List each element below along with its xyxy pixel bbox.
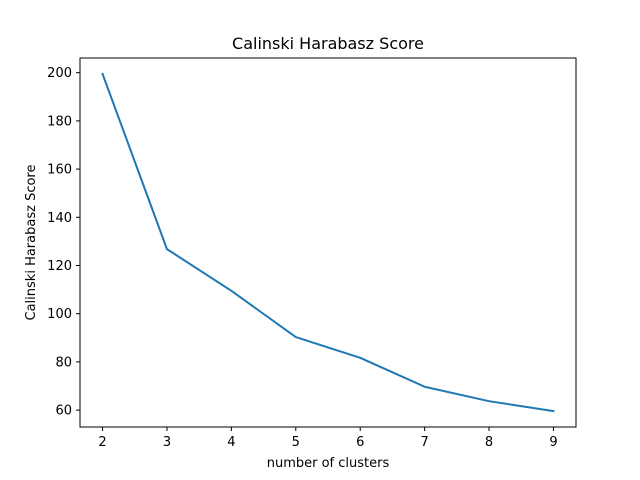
x-tick-label: 3 xyxy=(163,435,171,450)
x-tick-label: 6 xyxy=(356,435,364,450)
y-axis-ticks: 60 80 100 120 140 160 180 200 xyxy=(47,66,80,419)
y-tick-label: 160 xyxy=(47,163,72,178)
y-tick-label: 200 xyxy=(47,66,72,81)
x-axis-label: number of clusters xyxy=(267,456,390,471)
y-tick-label: 80 xyxy=(55,355,72,370)
x-tick-label: 7 xyxy=(420,435,428,450)
y-tick-label: 60 xyxy=(55,404,72,419)
y-tick-label: 100 xyxy=(47,307,72,322)
chart-title: Calinski Harabasz Score xyxy=(232,34,424,53)
x-axis-ticks: 2 3 4 5 6 7 8 9 xyxy=(98,427,558,450)
series-line xyxy=(101,72,555,413)
y-axis-label: Calinski Harabasz Score xyxy=(24,165,39,321)
x-tick-label: 2 xyxy=(98,435,106,450)
series-layer xyxy=(101,72,555,413)
y-tick-label: 140 xyxy=(47,211,72,226)
y-tick-label: 120 xyxy=(47,259,72,274)
x-tick-label: 9 xyxy=(549,435,557,450)
plot-frame xyxy=(79,57,577,428)
y-tick-label: 180 xyxy=(47,114,72,129)
x-tick-label: 8 xyxy=(485,435,493,450)
x-tick-label: 5 xyxy=(292,435,300,450)
x-tick-label: 4 xyxy=(227,435,235,450)
